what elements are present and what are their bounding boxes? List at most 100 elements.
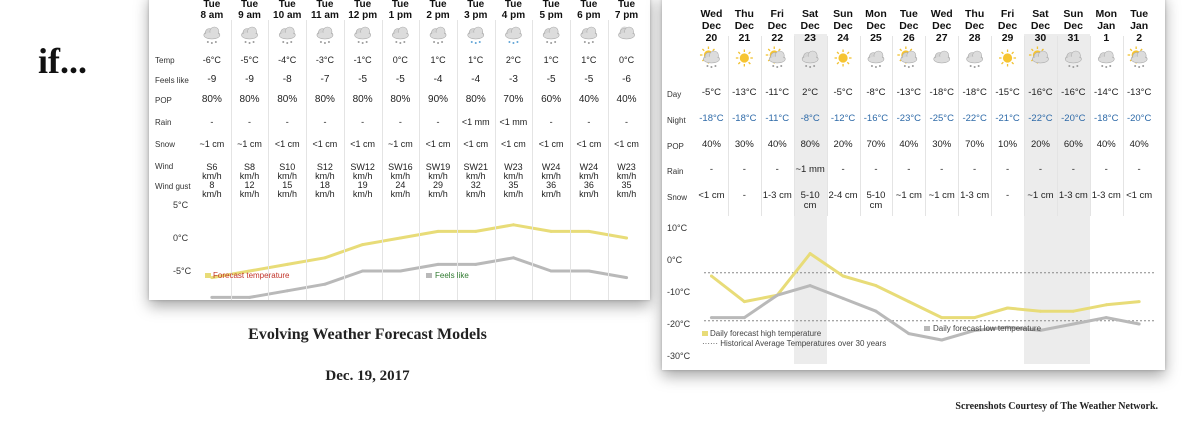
snow-cell: 5-10 cm bbox=[866, 190, 886, 211]
day-header-weekday: Fri bbox=[770, 8, 784, 20]
row-label: Snow bbox=[155, 140, 176, 149]
gust-unit: km/h bbox=[579, 189, 599, 199]
wind-unit: km/h bbox=[202, 171, 222, 181]
night-temp-cell: -16°C bbox=[863, 113, 889, 124]
night-temp-cell: -18°C bbox=[699, 113, 724, 124]
cloud-mixed-icon bbox=[505, 26, 522, 44]
pop-cell: 70% bbox=[503, 94, 524, 105]
rain-cell: - bbox=[210, 117, 214, 127]
daily-high-point bbox=[808, 252, 812, 256]
legend-daily-low: Daily forecast low temperature bbox=[933, 324, 1042, 333]
wind-cell: W23 bbox=[504, 162, 523, 172]
day-header-date: 27 bbox=[935, 32, 948, 44]
daily-high-point bbox=[709, 274, 713, 278]
daily-low-point bbox=[1137, 322, 1141, 326]
wind-unit: km/h bbox=[390, 171, 411, 181]
column-divider bbox=[343, 20, 345, 300]
cloud-snow-icon bbox=[278, 26, 296, 44]
night-temp-cell: -20°C bbox=[1061, 113, 1086, 124]
pop-cell: 80% bbox=[800, 139, 820, 150]
hour-header-time: 6 pm bbox=[577, 10, 601, 21]
snow-cell: 1-3 cm bbox=[1091, 190, 1121, 201]
day-temp-cell: -5°C bbox=[833, 87, 853, 98]
hour-header-time: 5 pm bbox=[539, 10, 563, 21]
rain-cell: - bbox=[436, 117, 440, 127]
day-header-month: Dec bbox=[833, 20, 853, 32]
snow-cell: ~1 cm bbox=[928, 190, 955, 201]
daily-high-point bbox=[907, 300, 911, 304]
day-header-month: Dec bbox=[800, 20, 820, 32]
night-temp-cell: -18°C bbox=[1094, 113, 1119, 124]
feels-like-cell: -3 bbox=[508, 74, 518, 85]
hour-header-time: 9 am bbox=[238, 10, 261, 21]
night-temp-cell: -18°C bbox=[732, 113, 757, 124]
wind-unit: km/h bbox=[315, 171, 335, 181]
day-temp-cell: -18°C bbox=[929, 87, 954, 98]
rain-cell: - bbox=[361, 117, 365, 127]
row-label: Rain bbox=[155, 118, 172, 127]
row-label: Wind gust bbox=[155, 182, 191, 191]
cloud-snow-icon bbox=[801, 50, 819, 68]
wind-cell: SW16 bbox=[388, 162, 413, 172]
gust-cell: 18 bbox=[319, 180, 330, 190]
hour-header-time: 1 pm bbox=[388, 10, 413, 21]
cloud-snow-icon bbox=[1097, 50, 1115, 68]
column-divider bbox=[456, 20, 458, 300]
row-label: Feels like bbox=[155, 76, 189, 85]
feels-like-cell: -5 bbox=[358, 74, 368, 85]
day-header-date: 26 bbox=[902, 32, 915, 44]
rain-cell: <1 mm bbox=[499, 117, 528, 127]
temp-cell: -6°C bbox=[202, 55, 221, 65]
day-header-date: 20 bbox=[705, 32, 718, 44]
column-divider bbox=[925, 36, 927, 216]
credit-caption: Screenshots Courtesy of The Weather Netw… bbox=[955, 401, 1158, 412]
y-tick-label: -10°C bbox=[667, 287, 691, 297]
snow-cell: <1 cm bbox=[698, 190, 725, 201]
hour-header-time: 3 pm bbox=[464, 10, 488, 21]
snow-cell: 1-3 cm bbox=[1058, 190, 1088, 201]
rain-cell: - bbox=[1104, 164, 1108, 175]
forecast-temperature-point bbox=[361, 243, 365, 247]
rain-cell: - bbox=[398, 117, 402, 127]
wind-unit: km/h bbox=[277, 171, 297, 181]
gust-cell: 15 bbox=[282, 180, 293, 190]
day-temp-cell: -13°C bbox=[1126, 87, 1152, 98]
day-header-month: Dec bbox=[932, 20, 952, 32]
hour-header-day: Tue bbox=[429, 0, 447, 10]
forecast-temperature-point bbox=[625, 236, 629, 240]
feels-like-point bbox=[398, 269, 402, 273]
rain-cell: - bbox=[248, 117, 252, 127]
forecast-temperature-point bbox=[474, 229, 478, 233]
forecast-temperature-point bbox=[587, 229, 591, 233]
wind-cell: SW19 bbox=[425, 162, 451, 172]
day-header-date: 31 bbox=[1067, 32, 1080, 44]
day-header-weekday: Thu bbox=[734, 8, 754, 20]
day-header-weekday: Wed bbox=[930, 8, 953, 20]
hour-header-day: Tue bbox=[278, 0, 296, 10]
legend-forecast-temperature: Forecast temperature bbox=[213, 271, 290, 280]
daily-high-point bbox=[742, 300, 746, 304]
temp-cell: 0°C bbox=[392, 55, 408, 65]
cloud-snow-icon bbox=[241, 26, 258, 44]
night-temp-cell: -23°C bbox=[896, 113, 922, 124]
gust-unit: km/h bbox=[352, 189, 373, 199]
wind-cell: W24 bbox=[579, 162, 599, 172]
snow-cell: <1 cm bbox=[538, 139, 564, 149]
day-header-date: 30 bbox=[1034, 32, 1047, 44]
pop-cell: 80% bbox=[239, 94, 260, 105]
pop-cell: 30% bbox=[734, 139, 754, 150]
sun-cloud-snow-icon bbox=[765, 46, 786, 68]
day-header-month: Dec bbox=[767, 20, 787, 32]
cloud-icon bbox=[933, 50, 951, 64]
daily-high-point bbox=[841, 274, 845, 278]
feels-like-cell: -5 bbox=[395, 74, 405, 85]
wind-cell: W23 bbox=[617, 162, 636, 172]
rain-cell: - bbox=[1005, 164, 1010, 175]
column-divider bbox=[230, 20, 232, 300]
cloud-snow-icon bbox=[1065, 50, 1082, 68]
day-header-month: Dec bbox=[701, 20, 722, 32]
cloud-snow-icon bbox=[542, 26, 560, 44]
day-header-date: 23 bbox=[804, 32, 816, 44]
feels-like-cell: -7 bbox=[320, 74, 330, 85]
night-temp-cell: -12°C bbox=[830, 113, 856, 124]
